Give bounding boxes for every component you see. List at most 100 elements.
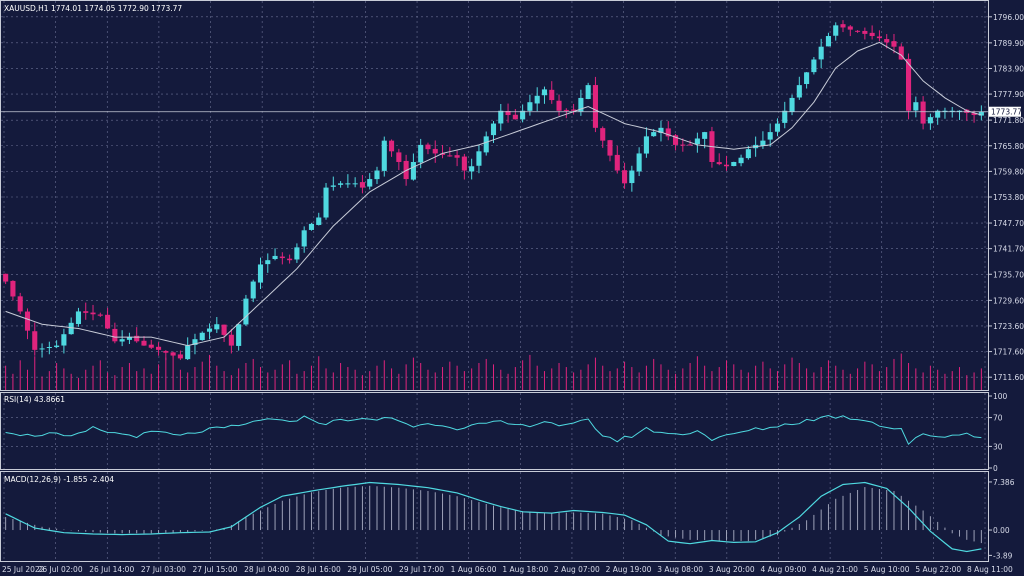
candle [556, 94, 562, 116]
price-tick-label: 1771.80 [993, 116, 1024, 125]
candle [898, 43, 904, 60]
candle [636, 147, 642, 177]
candle [811, 56, 817, 75]
price-tick-label: 1711.60 [993, 373, 1024, 382]
candle-body [141, 340, 147, 346]
candle [804, 71, 810, 89]
candle [585, 82, 591, 100]
candle [818, 38, 824, 69]
axes: 1796.00 1789.90 1783.90 1777.90 1771.80 1765.… [1, 13, 1024, 574]
volume-bars [5, 352, 982, 390]
candle-body [476, 151, 482, 166]
candle-body [17, 296, 23, 312]
current-price-tag [989, 106, 1021, 117]
candle-body [891, 41, 897, 47]
candle-body [156, 346, 162, 350]
candle [622, 162, 628, 189]
candle [461, 153, 467, 180]
candle-body [949, 110, 955, 112]
candle [32, 322, 38, 356]
candle-body [898, 46, 904, 60]
candle-body [54, 345, 60, 348]
candle [381, 136, 387, 177]
candle-body [381, 140, 387, 171]
candle-body [83, 311, 89, 313]
candle-body [505, 111, 511, 116]
candle-body [10, 280, 16, 297]
candle-body [396, 152, 402, 162]
candle [571, 103, 577, 115]
candle-body [855, 30, 861, 32]
candle-body [927, 117, 933, 124]
current-price-label: 1773.77 [991, 108, 1022, 117]
candle [607, 139, 613, 162]
candle-body [105, 314, 111, 329]
candle-body [738, 157, 744, 164]
candle-body [585, 85, 591, 99]
candle-body [97, 314, 103, 316]
candle [338, 181, 344, 188]
candle [75, 307, 82, 327]
candle-body [250, 281, 256, 299]
price-tick-label: 1741.70 [993, 245, 1024, 254]
candle-body [177, 354, 183, 359]
candle-body [818, 46, 824, 60]
panel-frames [0, 0, 989, 562]
price-tick-label: 1723.60 [993, 322, 1024, 331]
candle [876, 30, 882, 42]
price-tick-label: 1789.90 [993, 39, 1024, 48]
candle-body [942, 110, 948, 112]
macd-header: MACD(12,26,9) -1.855 -2.404 [4, 475, 114, 484]
candle-body [148, 344, 154, 348]
candle [840, 20, 846, 33]
candle-body [24, 311, 31, 331]
candle-body [964, 109, 970, 113]
candle [614, 145, 620, 174]
candle-body [265, 260, 271, 265]
candle [374, 166, 380, 184]
candle [665, 121, 671, 141]
candle [847, 25, 853, 37]
candle [731, 161, 737, 167]
candle [83, 302, 89, 320]
candle [658, 120, 664, 142]
candle-body [134, 335, 140, 342]
candle [301, 226, 307, 253]
candle [61, 328, 67, 354]
candle-body [869, 32, 875, 37]
candle-body [796, 85, 802, 98]
candle-body [549, 89, 555, 101]
candle-body [345, 183, 351, 185]
candle [927, 113, 933, 130]
candle [869, 25, 875, 40]
candle-body [512, 114, 518, 120]
candle [257, 257, 264, 290]
price-tick-label: 1717.60 [993, 348, 1024, 357]
candle-body [112, 328, 118, 342]
price-tick-label: 1765.80 [993, 142, 1024, 151]
time-tick-label: 3 Aug 08:00 [657, 565, 703, 574]
candle [119, 330, 125, 347]
candle-body [702, 132, 708, 139]
time-tick-label: 1 Aug 06:00 [451, 565, 497, 574]
candle-body [825, 36, 831, 47]
candle [680, 138, 686, 152]
candle [476, 144, 482, 174]
candle-body [629, 170, 635, 184]
candle-body [745, 149, 751, 159]
candle-body [578, 97, 584, 112]
candle [228, 328, 234, 354]
candle-body [323, 187, 329, 218]
candle [643, 127, 649, 158]
candle [767, 123, 773, 147]
candle-body [338, 183, 344, 185]
candle [323, 183, 329, 220]
candle-body [192, 339, 198, 345]
price-tick-label: 1729.60 [993, 296, 1024, 305]
candle-body [39, 348, 45, 350]
candle-body [272, 255, 278, 260]
macd-tick-label: -3.89 [993, 551, 1013, 560]
time-tick-label: 4 Aug 21:00 [812, 565, 858, 574]
time-tick-label: 5 Aug 22:00 [915, 565, 961, 574]
